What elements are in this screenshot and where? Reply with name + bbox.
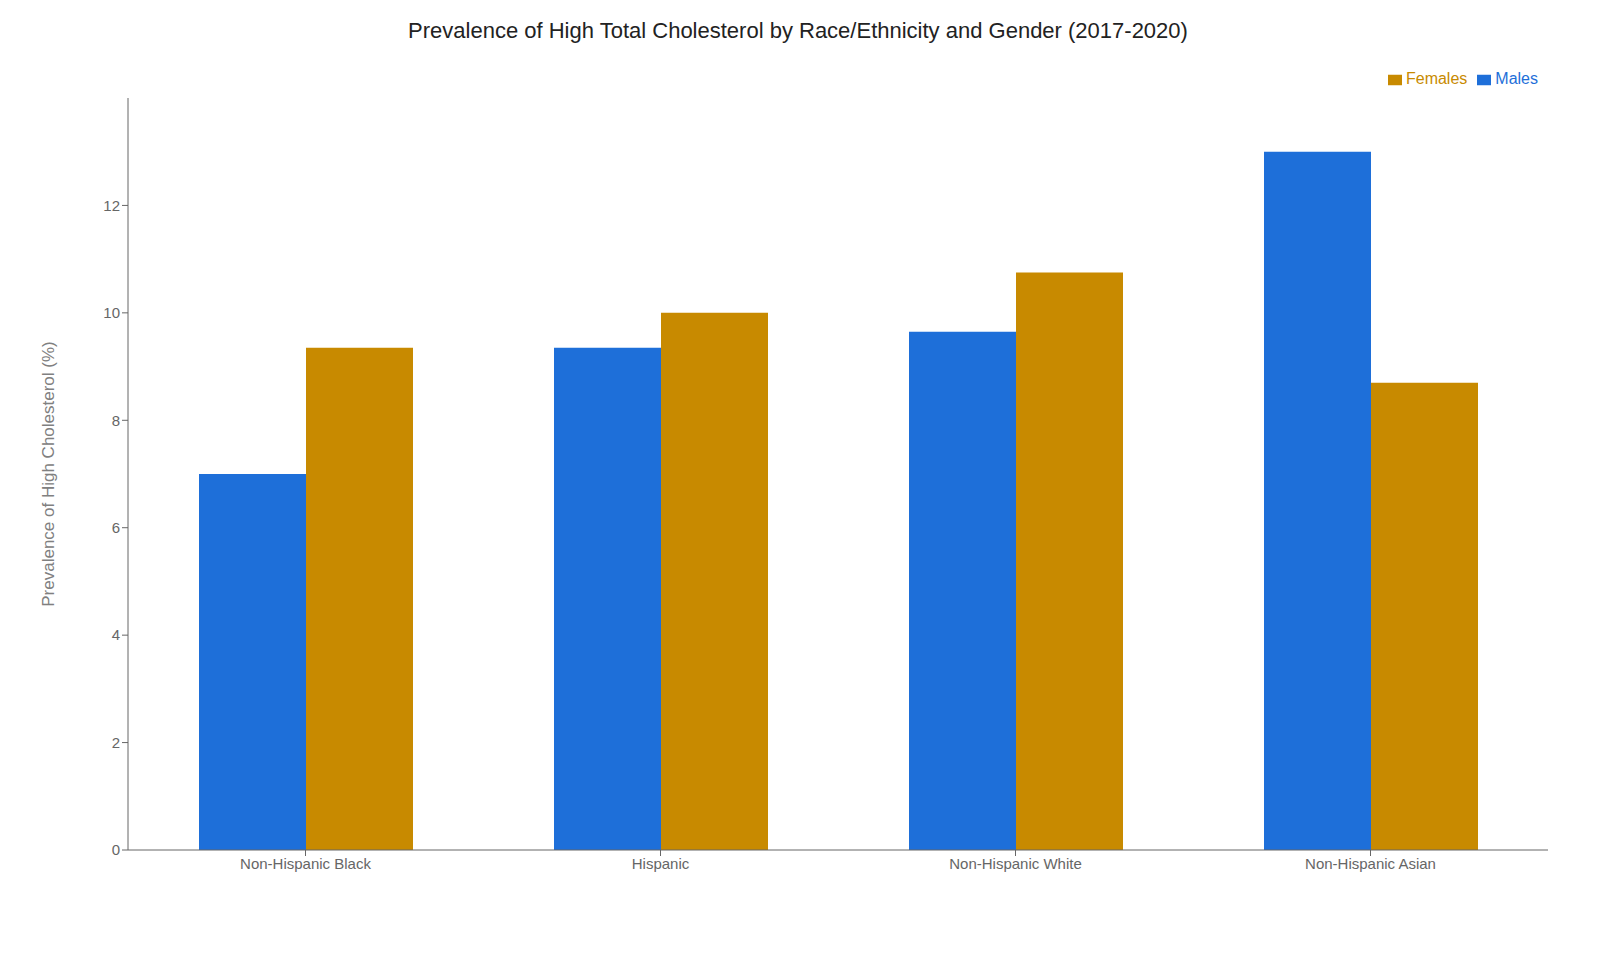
- svg-text:0: 0: [112, 841, 120, 858]
- svg-text:Prevalence of High Cholesterol: Prevalence of High Cholesterol (%): [39, 341, 58, 607]
- svg-text:Hispanic: Hispanic: [632, 855, 690, 872]
- svg-text:4: 4: [112, 626, 120, 643]
- svg-text:2: 2: [112, 734, 120, 751]
- html-text:Males: Males: [1495, 70, 1538, 87]
- svg-text:Non-Hispanic White: Non-Hispanic White: [949, 855, 1082, 872]
- svg-text:10: 10: [103, 304, 120, 321]
- html-text:Prevalence of High Total Chole: Prevalence of High Total Cholesterol by …: [408, 18, 1188, 43]
- html-text:Females: Females: [1406, 70, 1468, 87]
- svg-text:12: 12: [103, 197, 120, 214]
- svg-text:Non-Hispanic Black: Non-Hispanic Black: [240, 855, 371, 872]
- svg-text:Non-Hispanic Asian: Non-Hispanic Asian: [1305, 855, 1436, 872]
- svg-text:6: 6: [112, 519, 120, 536]
- svg-text:8: 8: [112, 412, 120, 429]
